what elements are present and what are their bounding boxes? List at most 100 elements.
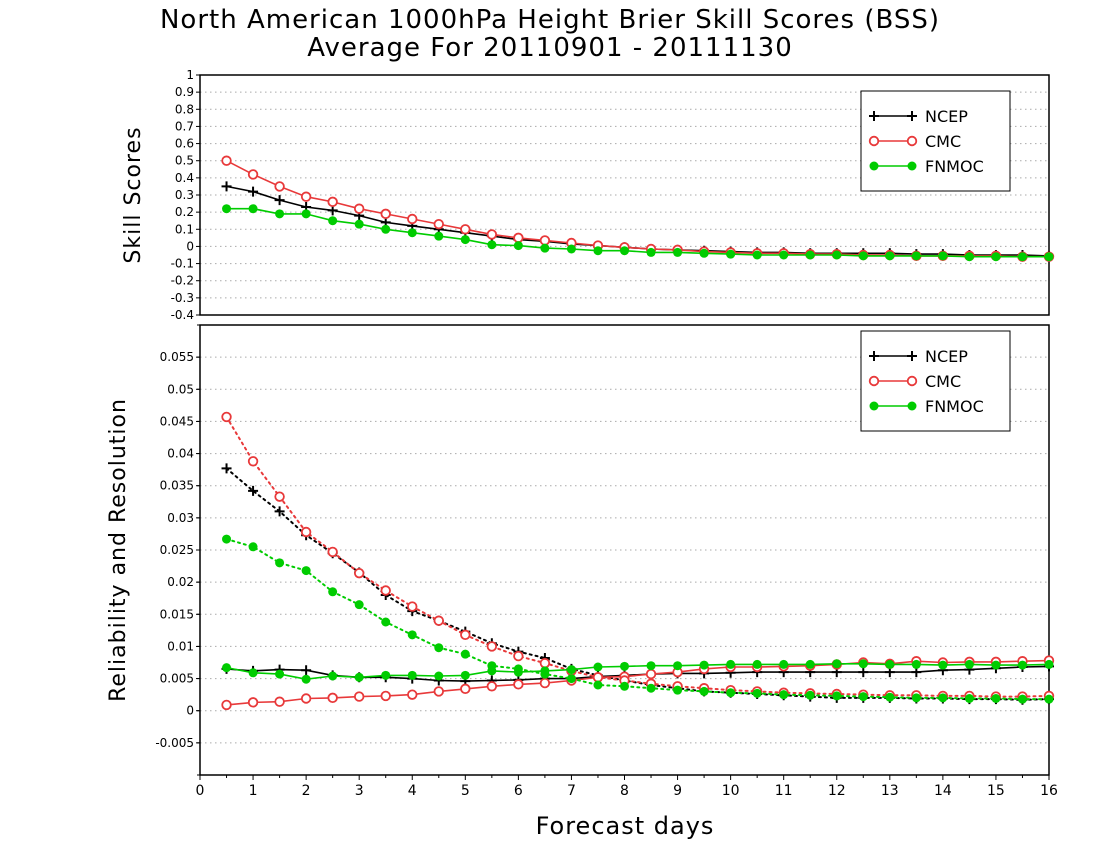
bottom-series-fnmoc-reliability-point <box>699 660 709 670</box>
bottom-series-fnmoc-resolution-point <box>673 685 683 695</box>
bottom-series-fnmoc-resolution-point <box>752 688 762 698</box>
top-series-fnmoc-point <box>832 250 842 260</box>
top-series-fnmoc-point <box>593 246 603 256</box>
bottom-series-fnmoc-resolution-point <box>885 692 895 702</box>
bottom-series-ncep-resolution <box>221 463 1054 705</box>
bottom-y-axis-label: Reliability and Resolution <box>106 398 131 702</box>
bottom-series-cmc-reliability-point <box>433 686 444 697</box>
bottom-series-ncep-resolution-point <box>221 463 232 474</box>
bottom-series-fnmoc-resolution-point <box>381 617 391 627</box>
top-series-fnmoc-point <box>1044 252 1054 262</box>
top-series-fnmoc-point <box>381 224 391 234</box>
bottom-series-fnmoc-resolution-point <box>566 674 576 684</box>
top-legend-marker-cmc <box>906 135 918 147</box>
bottom-series-cmc-resolution-point <box>327 546 338 558</box>
top-ytick-label: -0.4 <box>171 308 194 322</box>
top-series-cmc-point <box>513 232 524 244</box>
top-series-fnmoc-point <box>752 250 762 260</box>
bottom-series-cmc-resolution-point <box>380 585 391 596</box>
top-legend-label-cmc: CMC <box>925 132 961 151</box>
top-series-cmc-point <box>353 203 365 214</box>
bottom-legend-label-fnmoc: FNMOC <box>925 397 984 416</box>
top-series-fnmoc-point <box>275 209 285 219</box>
bottom-ytick-label: 0.02 <box>167 575 194 589</box>
bottom-series-cmc-reliability-point <box>407 689 418 700</box>
top-legend-marker-ncep <box>907 111 917 121</box>
top-series-ncep-point <box>327 205 338 216</box>
bottom-series-cmc-resolution-point <box>539 657 551 669</box>
bottom-series-fnmoc-reliability-point <box>964 659 974 669</box>
bottom-series-cmc-resolution-point <box>353 567 365 579</box>
top-legend: NCEP CMC FNMOC <box>860 90 1011 192</box>
bottom-series-fnmoc-resolution-point <box>832 691 842 701</box>
bottom-series-fnmoc-reliability-point <box>885 659 895 669</box>
top-series-fnmoc-point <box>222 204 232 214</box>
bottom-series-fnmoc-reliability-point <box>566 665 576 675</box>
bottom-series-cmc-reliability-point <box>645 668 657 680</box>
x-tick-label: 8 <box>620 783 629 799</box>
top-series-fnmoc-point <box>1017 252 1027 262</box>
bottom-series-fnmoc-resolution-point <box>911 693 921 703</box>
bottom-series-fnmoc-resolution-point <box>487 661 497 671</box>
top-ytick-label: 0.5 <box>175 154 194 168</box>
top-ytick-label: -0.3 <box>171 291 194 305</box>
x-tick-label: 2 <box>302 783 311 799</box>
bottom-series-fnmoc-reliability-point <box>407 670 417 680</box>
bottom-series-fnmoc-resolution-point <box>513 664 523 674</box>
top-y-axis-label: Skill Scores <box>121 126 146 263</box>
top-series-fnmoc-point <box>354 219 364 229</box>
bottom-ytick-label: 0.035 <box>160 479 194 493</box>
bottom-ytick-label: 0.015 <box>160 607 194 621</box>
bottom-legend-marker-ncep <box>869 351 879 361</box>
bottom-legend-label-ncep: NCEP <box>925 347 968 366</box>
bottom-series-fnmoc-resolution-point <box>434 643 444 653</box>
bottom-ytick-label: 0 <box>186 704 194 718</box>
bottom-series-fnmoc-resolution-point <box>1017 694 1027 704</box>
skill-scores-panel: -0.4 -0.3 -0.2 -0.1 0 0.1 0.2 0.3 0.4 0.5 0.6 0.7 0.… <box>121 68 1055 322</box>
bottom-series-fnmoc-resolution-point <box>938 693 948 703</box>
bottom-series-cmc-reliability-point <box>327 692 338 704</box>
x-tick-label: 4 <box>408 783 417 799</box>
bottom-series-fnmoc-reliability-point <box>434 671 444 681</box>
top-ytick-label: 0.6 <box>175 137 194 151</box>
top-ytick-label: 0.3 <box>175 188 194 202</box>
bottom-series-cmc-resolution-point <box>407 601 418 612</box>
top-series-cmc-point <box>380 208 391 220</box>
top-series-cmc-point <box>433 218 444 230</box>
top-series-cmc-point <box>407 213 418 225</box>
top-series-cmc-point <box>300 191 312 202</box>
top-ytick-label: -0.1 <box>171 257 194 271</box>
top-series-fnmoc-point <box>991 252 1001 262</box>
bottom-series-fnmoc-resolution-point <box>328 587 338 597</box>
bottom-series-cmc-resolution-line <box>225 415 1050 698</box>
bottom-ytick-label: 0.025 <box>160 543 194 557</box>
bottom-series-fnmoc-reliability-point <box>620 661 629 671</box>
bottom-series-ncep-resolution-point <box>274 506 285 517</box>
bottom-series-fnmoc-resolution <box>222 534 1054 704</box>
bottom-series-cmc-reliability-point <box>486 681 498 692</box>
bottom-series-fnmoc-resolution-point <box>593 680 603 690</box>
x-tick-label: 11 <box>775 783 793 799</box>
bottom-series-cmc-reliability-point <box>300 693 312 704</box>
top-series-fnmoc-point <box>620 246 629 256</box>
bottom-legend-marker-fnmoc <box>869 401 879 411</box>
bottom-series-fnmoc-reliability-point <box>673 661 683 671</box>
bottom-series-fnmoc-resolution-point <box>1044 694 1054 704</box>
top-series-fnmoc-point <box>487 240 497 250</box>
bottom-series-fnmoc-resolution-line <box>225 538 1050 701</box>
bottom-series-fnmoc-resolution-point <box>301 566 311 576</box>
bottom-series-fnmoc-resolution-point <box>460 649 470 659</box>
top-series-fnmoc-point <box>911 251 921 261</box>
top-series-fnmoc-point <box>540 243 550 253</box>
bottom-series-fnmoc-resolution-point <box>354 600 364 610</box>
top-series-fnmoc-point <box>434 231 444 241</box>
top-ytick-label: 0.2 <box>175 205 194 219</box>
top-ytick-label: 1 <box>186 68 194 82</box>
top-series-fnmoc-point <box>248 204 258 214</box>
bottom-series-cmc-resolution-point <box>274 491 285 502</box>
bottom-series-fnmoc-reliability-point <box>646 661 656 671</box>
bottom-series-cmc-reliability-point <box>380 690 391 702</box>
bottom-series-cmc-resolution-point <box>300 526 312 538</box>
x-tick-label: 15 <box>987 783 1005 799</box>
bottom-legend-marker-cmc <box>906 375 918 387</box>
